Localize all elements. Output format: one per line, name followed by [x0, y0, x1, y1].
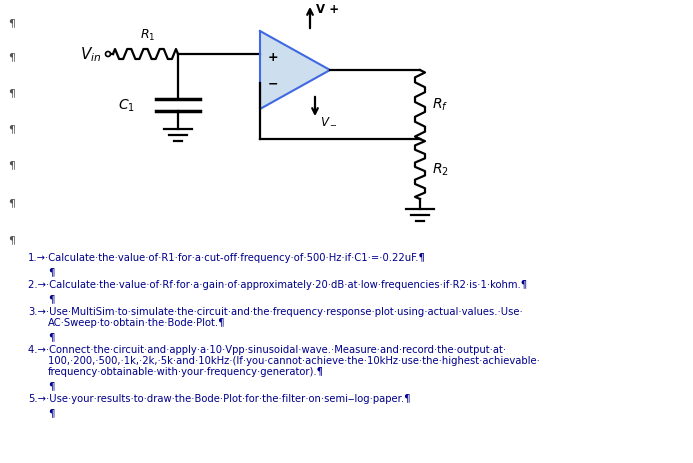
- Text: 2.→·Calculate·the·value·of·Rf·for·a·gain·of·approximately·​20·dB·at·low·frequenc: 2.→·Calculate·the·value·of·Rf·for·a·gain…: [28, 279, 527, 289]
- Text: ¶: ¶: [8, 88, 15, 98]
- Text: $R_1$: $R_1$: [140, 27, 156, 43]
- Text: frequency·obtainable·with·your·frequency·generator).¶: frequency·obtainable·with·your·frequency…: [48, 366, 324, 376]
- Text: ¶: ¶: [48, 266, 55, 276]
- Text: $V_-$: $V_-$: [320, 114, 337, 127]
- Text: AC·Sweep·to·obtain·the·Bode·Plot.¶: AC·Sweep·to·obtain·the·Bode·Plot.¶: [48, 317, 226, 327]
- Text: $R_2$: $R_2$: [432, 162, 449, 178]
- Text: ¶: ¶: [8, 18, 15, 28]
- Text: −: −: [268, 78, 279, 91]
- Polygon shape: [260, 32, 330, 110]
- Text: ¶: ¶: [8, 124, 15, 134]
- Text: ¶: ¶: [48, 294, 55, 303]
- Text: $C_1$: $C_1$: [118, 98, 135, 114]
- Text: $V_{in}$: $V_{in}$: [80, 45, 101, 64]
- Text: ¶: ¶: [48, 332, 55, 341]
- Text: ¶: ¶: [48, 380, 55, 390]
- Text: ¶: ¶: [8, 198, 15, 207]
- Text: $R_f$: $R_f$: [432, 97, 448, 113]
- Text: 4.→·Connect·the·circuit·and·apply·a·10·Vpp·sinusoidal·wave.·​Measure·and·record·: 4.→·Connect·the·circuit·and·apply·a·10·V…: [28, 344, 506, 354]
- Text: ¶: ¶: [8, 52, 15, 62]
- Text: ¶: ¶: [8, 234, 15, 244]
- Text: 3.→·Use·MultiSim·to·simulate·the·circuit·and·the·frequency·response·plot·using·a: 3.→·Use·MultiSim·to·simulate·the·circuit…: [28, 307, 523, 316]
- Text: +: +: [268, 51, 279, 64]
- Text: ¶: ¶: [8, 160, 15, 169]
- Text: 100,·200,·​500,·​1k,·2k,·5k·and·10kHz·(If·you·cannot·achieve·the·10kHz·use·the·h: 100,·200,·​500,·​1k,·2k,·5k·and·10kHz·(I…: [48, 355, 540, 365]
- Text: 1.→·Calculate·the·value·of·R1·for·a·cut-off·frequency·of·500·Hz·if·C1·=·0.22uF.¶: 1.→·Calculate·the·value·of·R1·for·a·cut-…: [28, 252, 426, 263]
- Text: V +: V +: [316, 3, 339, 16]
- Text: 5.→·Use·your·results·to·draw·the·Bode·Plot·for·the·filter·on·semi‒log·paper.¶: 5.→·Use·your·results·to·draw·the·Bode·Pl…: [28, 393, 411, 403]
- Text: ¶: ¶: [48, 407, 55, 417]
